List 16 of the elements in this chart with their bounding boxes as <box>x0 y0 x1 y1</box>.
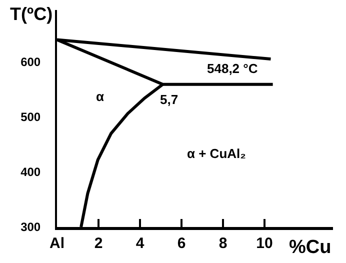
annotation: 548,2 °C <box>207 61 258 76</box>
annotation: 5,7 <box>160 92 178 107</box>
y-tick-label: 500 <box>20 110 41 124</box>
annotation: α <box>96 89 104 104</box>
x-axis-title: %Cu <box>289 237 332 258</box>
x-tick-label: 4 <box>136 235 145 252</box>
annotation: α + CuAl₂ <box>187 146 246 161</box>
y-axis-title: T(ºC) <box>10 4 53 24</box>
y-tick-label: 400 <box>20 165 41 180</box>
y-tick-label: 600 <box>20 54 41 69</box>
x-tick-label: 6 <box>177 235 186 252</box>
x-tick-label: 2 <box>94 235 103 252</box>
y-tick-label: 300 <box>20 220 41 234</box>
x-tick-label: 8 <box>218 235 228 252</box>
x-tick-label: 10 <box>256 235 273 252</box>
x-tick-label: Al <box>50 235 64 252</box>
